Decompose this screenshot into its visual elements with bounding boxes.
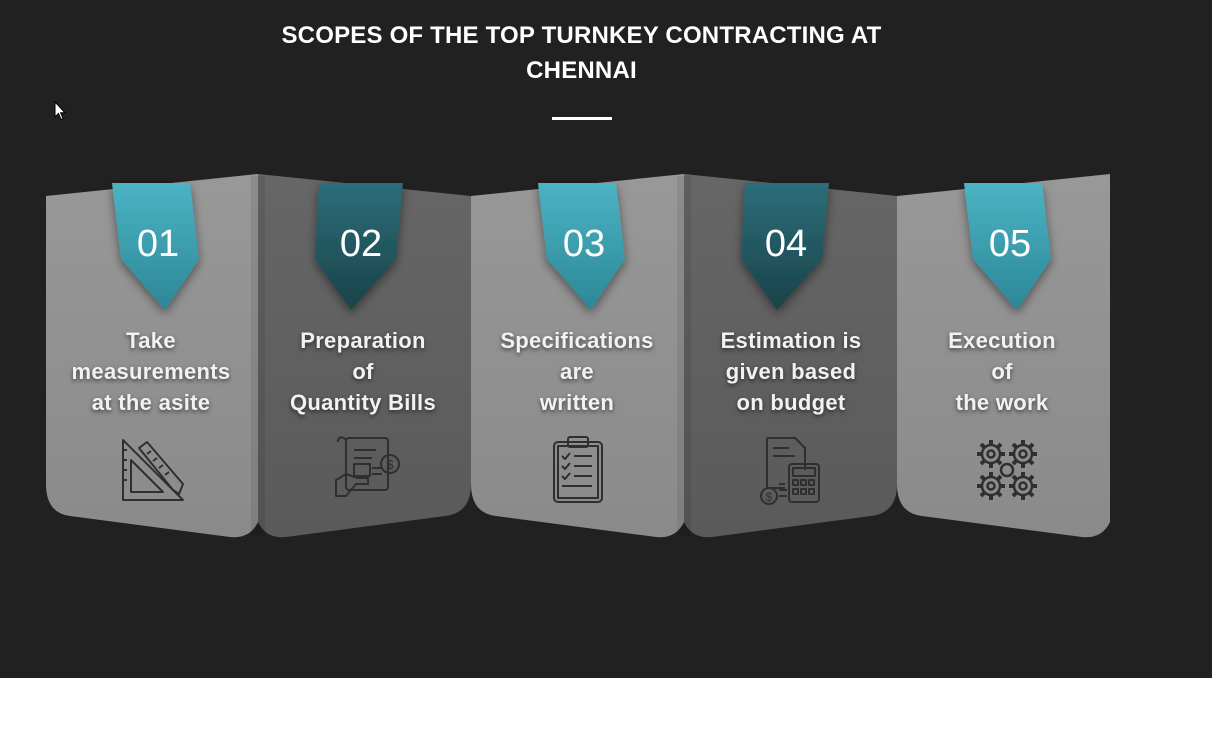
clipboard-checklist-icon xyxy=(553,436,603,503)
step-1-line-3: at the asite xyxy=(91,390,211,415)
svg-text:$: $ xyxy=(766,490,773,504)
svg-text:$: $ xyxy=(386,457,394,472)
folded-panels: 01 02 03 04 05 xyxy=(46,174,1110,538)
step-5-line-2: of xyxy=(991,359,1013,384)
step-3-line-1: Specifications xyxy=(500,328,654,353)
step-1-line-2: measurements xyxy=(71,359,231,384)
panel-3 xyxy=(471,174,684,538)
step-4-line-2: given based xyxy=(725,359,857,384)
step-label-2: Preparation of Quantity Bills xyxy=(263,325,463,418)
step-number-2: 02 xyxy=(340,223,382,265)
step-5-line-3: the work xyxy=(955,390,1049,415)
title-divider xyxy=(552,117,612,120)
section-title: SCOPES OF THE TOP TURNKEY CONTRACTING AT… xyxy=(0,18,1163,88)
panel-4 xyxy=(684,174,897,538)
step-label-4: Estimation is given based on budget xyxy=(691,325,891,418)
section-title-line-2: CHENNAI xyxy=(526,57,637,84)
section-title-line-1: SCOPES OF THE TOP TURNKEY CONTRACTING AT xyxy=(281,22,882,49)
step-number-3: 03 xyxy=(563,223,605,265)
mouse-cursor-icon xyxy=(54,101,66,121)
ribbon-4 xyxy=(741,183,829,310)
folded-infographic: 01 02 03 04 05 Take measurements at the … xyxy=(45,172,1111,542)
step-label-3: Specifications are written xyxy=(477,325,677,418)
ribbon-1 xyxy=(112,183,199,310)
ribbon-2 xyxy=(315,183,403,310)
step-2-line-1: Preparation xyxy=(300,328,426,353)
step-3-line-2: are xyxy=(560,359,594,384)
step-label-5: Execution of the work xyxy=(902,325,1102,418)
step-4-line-1: Estimation is xyxy=(720,328,862,353)
panel-1 xyxy=(46,174,258,538)
step-1-line-1: Take xyxy=(126,328,176,353)
step-4-line-3: on budget xyxy=(736,390,846,415)
ribbon-3 xyxy=(538,183,625,310)
invoice-bill-icon: $ xyxy=(335,436,400,497)
panel-2 xyxy=(258,174,471,538)
step-2-line-2: of xyxy=(352,359,374,384)
step-3-line-3: written xyxy=(539,390,615,415)
scopes-section: SCOPES OF THE TOP TURNKEY CONTRACTING AT… xyxy=(0,0,1212,678)
panel-5 xyxy=(897,174,1110,538)
step-2-line-3: Quantity Bills xyxy=(290,390,436,415)
calculator-document-icon: $ xyxy=(760,437,820,505)
gears-icon xyxy=(977,440,1037,500)
step-label-1: Take measurements at the asite xyxy=(51,325,251,418)
step-5-line-1: Execution xyxy=(948,328,1056,353)
ribbon-5 xyxy=(964,183,1051,310)
step-number-4: 04 xyxy=(765,223,807,265)
step-number-5: 05 xyxy=(989,223,1031,265)
step-number-1: 01 xyxy=(137,223,179,265)
set-square-ruler-icon xyxy=(122,439,184,501)
